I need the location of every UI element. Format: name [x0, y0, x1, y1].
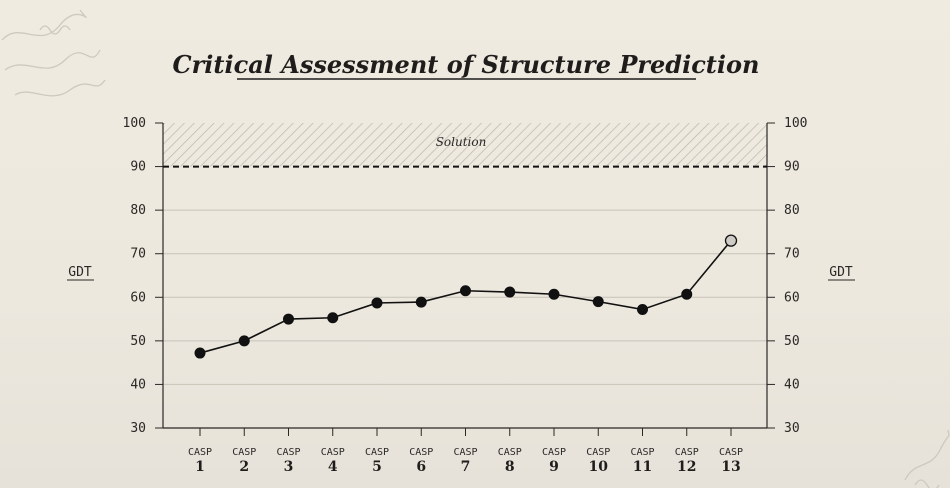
data-point-highlighted — [724, 234, 738, 247]
x-tick-label: 8 — [505, 459, 515, 475]
y-tick-label: 40 — [784, 377, 800, 392]
x-tick-prefix: CASP — [498, 447, 522, 458]
y-tick-label: 60 — [784, 290, 800, 305]
x-tick-label: 5 — [372, 459, 382, 475]
y-tick-label: 70 — [130, 247, 146, 262]
y-tick-label: 60 — [130, 290, 146, 305]
data-point — [637, 303, 648, 315]
data-point — [681, 288, 693, 300]
x-tick-label: 4 — [328, 459, 338, 475]
y-tick-label: 30 — [130, 421, 146, 436]
y-tick-label: 80 — [784, 203, 800, 218]
y-tick-label: 40 — [130, 377, 146, 392]
x-tick-label: 13 — [721, 459, 740, 475]
x-tick-label: 1 — [195, 459, 205, 475]
data-point — [327, 312, 339, 324]
data-point — [283, 313, 294, 325]
solution-label: Solution — [436, 135, 487, 149]
x-tick-prefix: CASP — [630, 447, 654, 458]
data-point — [415, 296, 427, 308]
x-tick-label: 3 — [284, 459, 294, 475]
right-axis-label: GDT — [829, 265, 853, 280]
y-tick-label: 50 — [130, 334, 146, 349]
gridlines — [155, 122, 775, 429]
x-tick-prefix: CASP — [542, 447, 566, 458]
solution-band — [163, 123, 767, 167]
x-tick-label: 2 — [239, 459, 249, 475]
y-tick-label: 70 — [784, 247, 800, 262]
x-tick-label: 12 — [677, 459, 696, 475]
x-tick-prefix: CASP — [232, 447, 256, 458]
left-axis-label: GDT — [68, 265, 92, 280]
data-point — [371, 297, 383, 309]
y-tick-label: 50 — [784, 334, 800, 349]
y-tick-label: 80 — [130, 203, 146, 218]
y-tick-label: 90 — [784, 160, 800, 175]
x-tick-prefix: CASP — [365, 447, 389, 458]
data-point — [504, 286, 516, 298]
y-tick-label: 30 — [784, 421, 800, 436]
data-point — [460, 285, 471, 297]
x-tick-prefix: CASP — [586, 447, 610, 458]
chart-title: Critical Assessment of Structure Predict… — [173, 50, 760, 79]
x-tick-prefix: CASP — [188, 447, 212, 458]
x-tick-label: 11 — [633, 459, 652, 475]
right-tick-labels: 30 40 50 60 70 80 90 100 — [784, 116, 807, 436]
x-tick-prefix: CASP — [409, 447, 433, 458]
protein-doodle-decoration — [1, 9, 106, 97]
y-tick-label: 90 — [130, 160, 146, 175]
x-tick-label: 9 — [549, 459, 559, 475]
x-tick-labels: CASP1CASP2CASP3CASP4CASP5CASP6CASP7CASP8… — [188, 428, 743, 475]
y-tick-label: 100 — [784, 116, 807, 131]
data-point — [548, 288, 560, 300]
x-tick-prefix: CASP — [276, 447, 300, 458]
x-tick-label: 6 — [416, 459, 426, 475]
y-tick-label: 100 — [123, 116, 146, 131]
axes — [162, 123, 768, 429]
x-tick-prefix: CASP — [675, 447, 699, 458]
x-tick-prefix: CASP — [453, 447, 477, 458]
series-markers — [194, 234, 738, 359]
protein-doodle-decoration — [904, 429, 950, 488]
x-tick-prefix: CASP — [719, 447, 743, 458]
data-point — [592, 296, 604, 308]
x-tick-label: 7 — [461, 459, 471, 475]
x-tick-prefix: CASP — [321, 447, 345, 458]
data-point — [194, 347, 206, 359]
x-tick-label: 10 — [589, 459, 609, 475]
data-point — [238, 335, 250, 347]
left-tick-labels: 30 40 50 60 70 80 90 100 — [123, 116, 146, 436]
